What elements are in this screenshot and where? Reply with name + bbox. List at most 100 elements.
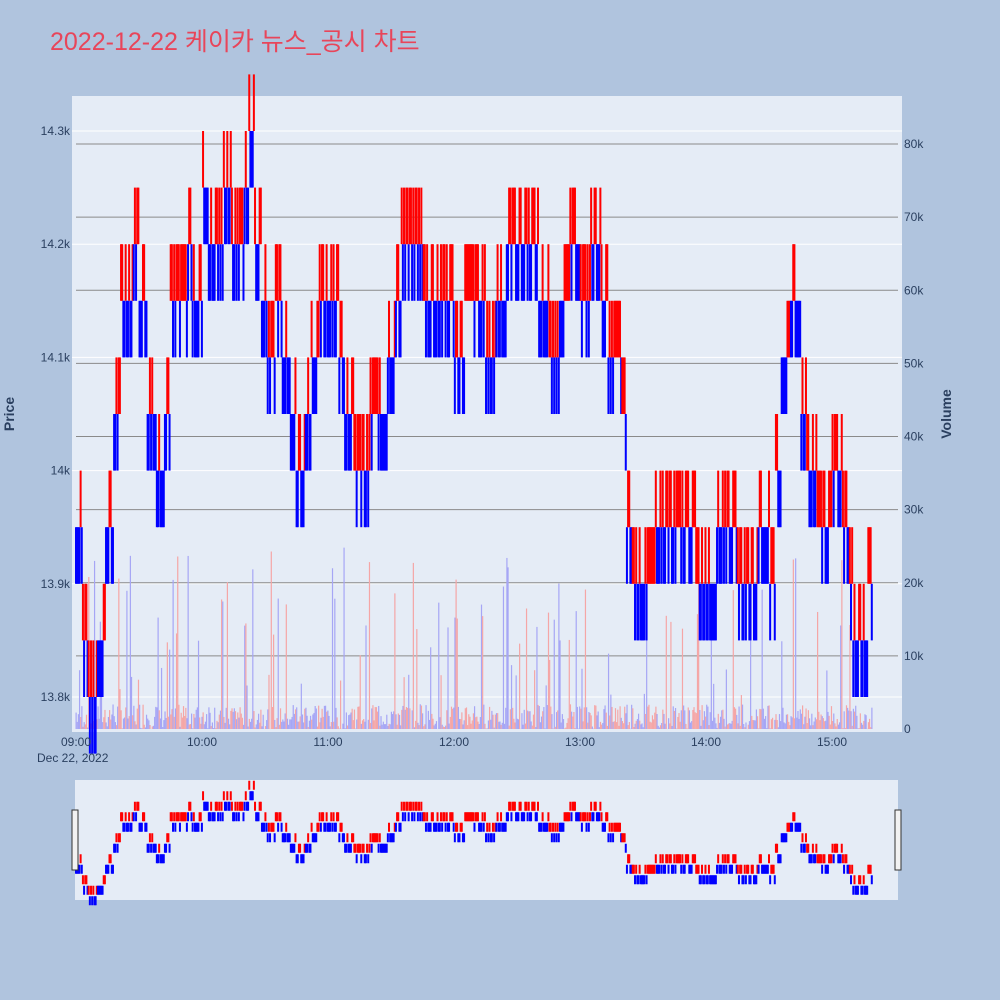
volume-bar <box>783 722 785 729</box>
candle <box>427 300 430 358</box>
slider-candle <box>122 822 125 832</box>
candle <box>676 470 679 528</box>
range-slider-left-handle[interactable] <box>71 809 79 871</box>
volume-bar <box>142 704 144 729</box>
volume-bar <box>853 711 856 729</box>
volume-bar <box>796 717 798 729</box>
volume-bar <box>768 705 770 729</box>
volume-bar <box>255 724 257 729</box>
candle <box>331 300 334 358</box>
slider-candle <box>414 801 417 811</box>
range-slider-right-handle[interactable] <box>894 809 902 871</box>
candle <box>631 527 634 584</box>
slider-candle <box>717 854 720 864</box>
candle <box>858 583 861 641</box>
candle <box>587 300 590 358</box>
candle <box>220 187 223 245</box>
candle <box>709 583 712 641</box>
volume-bar <box>539 722 542 729</box>
slider-candle <box>832 854 835 864</box>
candle <box>496 244 499 301</box>
range-slider-preview <box>75 780 873 906</box>
volume-bar <box>673 710 675 729</box>
volume-bar <box>195 709 197 729</box>
candle <box>249 131 252 188</box>
candle <box>485 357 488 414</box>
candle <box>710 583 713 641</box>
volume-bar <box>730 723 732 729</box>
slider-candle <box>640 875 643 885</box>
slider-candle <box>590 801 593 811</box>
slider-candle <box>658 864 661 874</box>
candle <box>218 187 221 245</box>
slider-candle <box>255 812 258 822</box>
slider-candle <box>650 864 653 874</box>
candle <box>397 244 400 301</box>
candle <box>439 244 442 301</box>
slider-candle <box>518 801 521 811</box>
slider-candle <box>754 875 757 885</box>
volume-bar <box>242 724 245 729</box>
volume-bar <box>83 722 85 729</box>
volume-bar <box>326 711 328 729</box>
volume-bar <box>165 717 167 729</box>
candle <box>405 187 408 245</box>
slider-candle <box>837 854 840 864</box>
volume-bar <box>330 722 332 729</box>
volume-bar <box>336 717 338 729</box>
slider-candle <box>434 822 437 832</box>
volume-bar <box>329 726 331 729</box>
candle <box>481 244 484 301</box>
slider-candle <box>852 885 855 895</box>
volume-bar <box>840 625 842 729</box>
candle <box>669 470 672 528</box>
volume-bar <box>549 659 551 729</box>
slider-candle <box>208 812 211 822</box>
candle <box>136 187 139 245</box>
volume-bar <box>434 723 436 729</box>
volume-bar <box>801 705 804 729</box>
volume-bar <box>402 705 404 729</box>
volume-bar <box>603 709 605 729</box>
volume-bar <box>315 708 317 729</box>
volume-bar <box>210 725 212 729</box>
candle <box>476 244 479 301</box>
candle <box>777 470 780 528</box>
volume-bar <box>799 709 801 729</box>
candle <box>603 300 606 358</box>
candle <box>260 300 263 358</box>
candle <box>523 244 526 301</box>
slider-candle <box>301 854 304 864</box>
slider-candle <box>407 812 410 822</box>
volume-bar <box>654 712 656 729</box>
slider-candle <box>622 833 625 843</box>
slider-candle <box>515 812 518 822</box>
volume-bar <box>588 711 590 729</box>
candle <box>528 244 531 301</box>
volume-bar <box>232 711 234 729</box>
slider-candle <box>181 812 184 822</box>
slider-candle <box>615 822 618 832</box>
slider-candle <box>628 854 631 864</box>
candle <box>853 583 856 641</box>
volume-bar <box>320 717 322 729</box>
volume-bar <box>233 708 235 729</box>
slider-candle <box>236 801 239 811</box>
volume-bar <box>476 716 478 729</box>
slider-candle <box>579 812 582 822</box>
volume-bar <box>672 706 674 729</box>
candle <box>257 244 260 301</box>
candle <box>679 470 682 528</box>
slider-candle <box>765 864 768 874</box>
candle <box>705 583 708 641</box>
candle <box>116 414 119 471</box>
slider-candle <box>304 843 307 853</box>
candle <box>221 244 224 301</box>
volume-bar <box>671 725 673 729</box>
volume-bar <box>544 728 546 729</box>
volume-bar <box>202 712 204 729</box>
candle <box>743 527 746 584</box>
candle <box>199 244 202 301</box>
volume-bar <box>209 712 211 729</box>
candle <box>293 414 296 471</box>
